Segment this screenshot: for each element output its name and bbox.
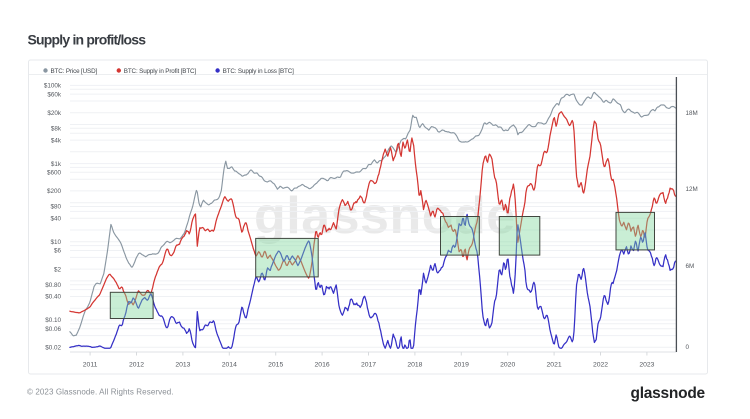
svg-text:$8k: $8k [51, 126, 62, 133]
svg-text:2014: 2014 [222, 361, 237, 368]
svg-text:2015: 2015 [268, 361, 283, 368]
svg-text:12M: 12M [686, 186, 698, 193]
svg-text:6M: 6M [686, 263, 695, 270]
svg-text:2022: 2022 [593, 361, 608, 368]
svg-text:2016: 2016 [315, 361, 330, 368]
svg-text:0: 0 [686, 344, 690, 351]
svg-text:$100k: $100k [44, 83, 62, 90]
svg-text:$4k: $4k [51, 137, 62, 144]
svg-text:$0.02: $0.02 [45, 345, 61, 352]
svg-text:2020: 2020 [500, 361, 515, 368]
svg-text:2012: 2012 [129, 361, 144, 368]
svg-text:$40: $40 [50, 216, 61, 223]
svg-text:2019: 2019 [454, 361, 469, 368]
svg-text:$10: $10 [50, 239, 61, 246]
svg-text:$60k: $60k [47, 91, 62, 98]
svg-text:$1k: $1k [51, 161, 62, 168]
svg-text:Supply in profit/loss: Supply in profit/loss [28, 32, 147, 48]
svg-text:$0.10: $0.10 [45, 317, 61, 324]
svg-text:$200: $200 [47, 188, 62, 195]
svg-text:$20k: $20k [47, 110, 62, 117]
svg-text:$0.06: $0.06 [45, 326, 61, 333]
svg-text:2021: 2021 [547, 361, 562, 368]
svg-text:$6: $6 [54, 248, 62, 255]
svg-text:2018: 2018 [407, 361, 422, 368]
svg-text:glassnode: glassnode [631, 385, 706, 402]
svg-text:2017: 2017 [361, 361, 376, 368]
svg-text:BTC: Supply in Loss [BTC]: BTC: Supply in Loss [BTC] [223, 68, 295, 75]
svg-text:BTC: Price [USD]: BTC: Price [USD] [51, 68, 98, 75]
svg-text:2013: 2013 [175, 361, 190, 368]
svg-text:2011: 2011 [83, 361, 98, 368]
svg-text:© 2023 Glassnode. All Rights R: © 2023 Glassnode. All Rights Reserved. [27, 388, 174, 397]
svg-text:$0.40: $0.40 [45, 294, 61, 301]
svg-text:18M: 18M [686, 110, 698, 117]
svg-text:2023: 2023 [639, 361, 654, 368]
svg-text:$2: $2 [54, 266, 62, 273]
svg-text:BTC: Supply in Profit [BTC]: BTC: Supply in Profit [BTC] [124, 68, 197, 75]
svg-text:glassnode: glassnode [254, 187, 516, 245]
svg-text:$0.80: $0.80 [45, 282, 61, 289]
svg-text:$600: $600 [47, 170, 62, 177]
svg-text:$80: $80 [50, 204, 61, 211]
